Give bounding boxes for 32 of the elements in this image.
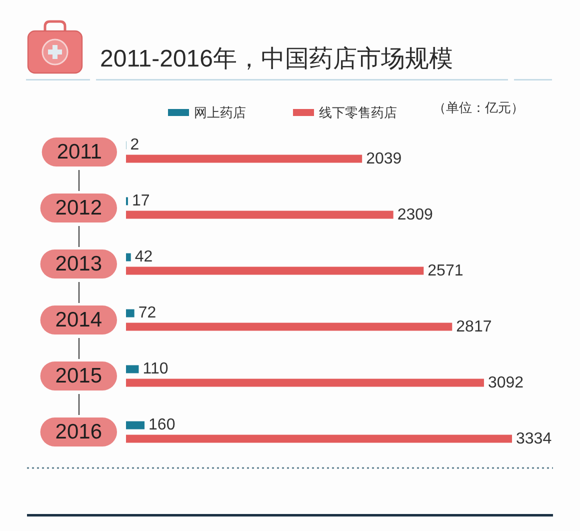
data-label: 2571 bbox=[428, 262, 464, 280]
bar bbox=[126, 266, 424, 275]
data-label: 17 bbox=[132, 192, 150, 210]
legend-label: 线下零售药店 bbox=[319, 105, 397, 120]
data-label: 72 bbox=[138, 304, 156, 322]
data-label: 3092 bbox=[488, 374, 524, 392]
bar bbox=[126, 154, 362, 163]
data-label: 42 bbox=[134, 248, 153, 266]
bar bbox=[126, 253, 131, 262]
y-tick-label: 2011 bbox=[56, 140, 102, 164]
y-tick-label: 2014 bbox=[55, 308, 102, 332]
bar bbox=[126, 309, 134, 318]
y-tick-label: 2013 bbox=[55, 252, 102, 276]
chart-title: 2011-2016年，中国药店市场规模 bbox=[100, 46, 453, 72]
bar bbox=[126, 365, 139, 374]
y-tick-label: 2015 bbox=[55, 364, 102, 388]
data-label: 3334 bbox=[516, 430, 552, 448]
bar bbox=[126, 378, 484, 387]
bar bbox=[126, 322, 452, 331]
bar bbox=[126, 434, 512, 443]
data-label: 160 bbox=[148, 416, 176, 434]
data-label: 2817 bbox=[456, 318, 492, 336]
text: （单位：亿元） bbox=[433, 100, 524, 115]
data-label: 2 bbox=[130, 136, 140, 154]
data-label: 110 bbox=[142, 360, 168, 378]
y-tick-label: 2016 bbox=[55, 420, 102, 444]
bar bbox=[126, 421, 145, 430]
data-label: 2039 bbox=[366, 150, 402, 168]
legend-label: 网上药店 bbox=[194, 105, 246, 120]
data-label: 2309 bbox=[397, 206, 434, 224]
bar bbox=[126, 210, 394, 219]
y-tick-label: 2012 bbox=[55, 196, 102, 220]
